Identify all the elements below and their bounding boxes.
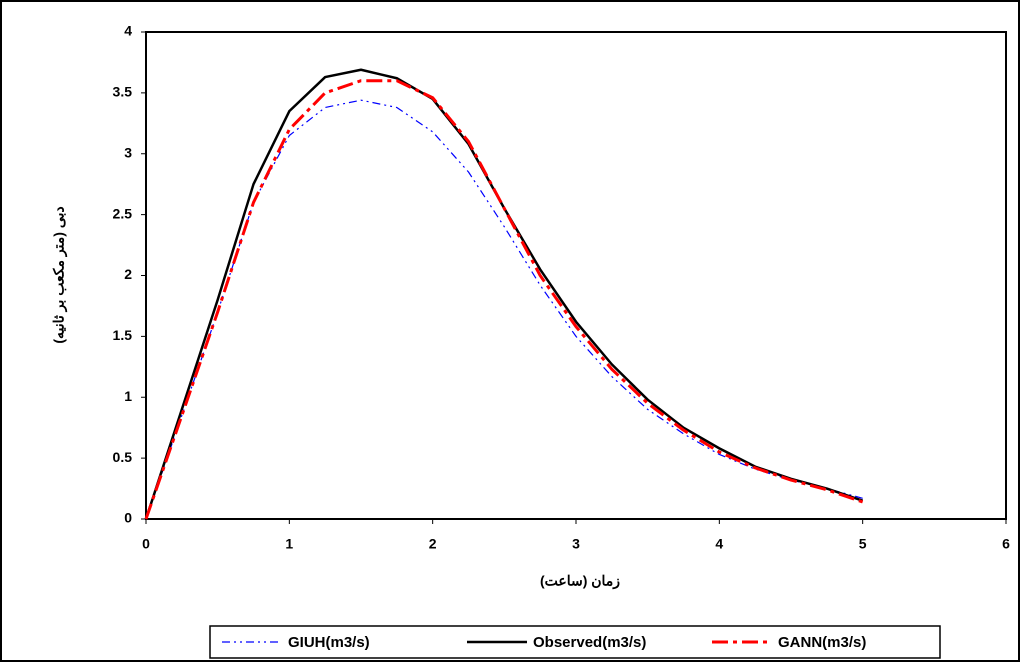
- y-tick-label: 3.5: [113, 84, 133, 100]
- legend-label: Observed(m3/s): [533, 634, 646, 651]
- x-tick-label: 0: [142, 536, 150, 552]
- x-axis-label: زمان (ساعت): [540, 573, 620, 590]
- x-tick-label: 1: [285, 536, 293, 552]
- y-tick-label: 0: [124, 510, 132, 526]
- legend: [209, 625, 941, 659]
- series-line: [144, 79, 864, 520]
- series-line: [145, 99, 863, 520]
- x-tick-label: 5: [859, 536, 867, 552]
- y-tick-label: 4: [124, 23, 132, 39]
- x-tick-label: 2: [429, 536, 437, 552]
- legend-label: GIUH(m3/s): [288, 634, 370, 651]
- y-axis-label: دبی (متر مکعب بر ثانیه): [51, 206, 68, 343]
- y-tick-label: 2: [124, 266, 132, 282]
- y-tick-label: 3: [124, 144, 132, 160]
- y-tick-label: 2.5: [113, 205, 133, 221]
- y-tick-label: 1.5: [113, 327, 133, 343]
- x-tick-label: 3: [572, 536, 580, 552]
- x-tick-label: 4: [715, 536, 723, 552]
- y-tick-label: 1: [124, 388, 132, 404]
- y-tick-label: 0.5: [113, 449, 133, 465]
- legend-label: GANN(m3/s): [778, 634, 866, 651]
- x-tick-label: 6: [1002, 536, 1010, 552]
